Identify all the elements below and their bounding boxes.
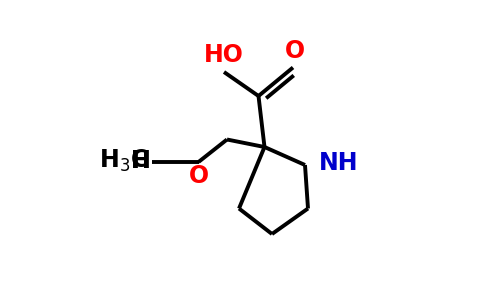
Text: O: O <box>285 39 304 63</box>
Text: H: H <box>131 149 151 173</box>
Text: HO: HO <box>204 44 244 68</box>
Text: H: H <box>131 149 151 173</box>
Text: NH: NH <box>318 152 358 176</box>
Text: O: O <box>189 164 210 188</box>
Text: H$_3$C: H$_3$C <box>99 148 148 175</box>
